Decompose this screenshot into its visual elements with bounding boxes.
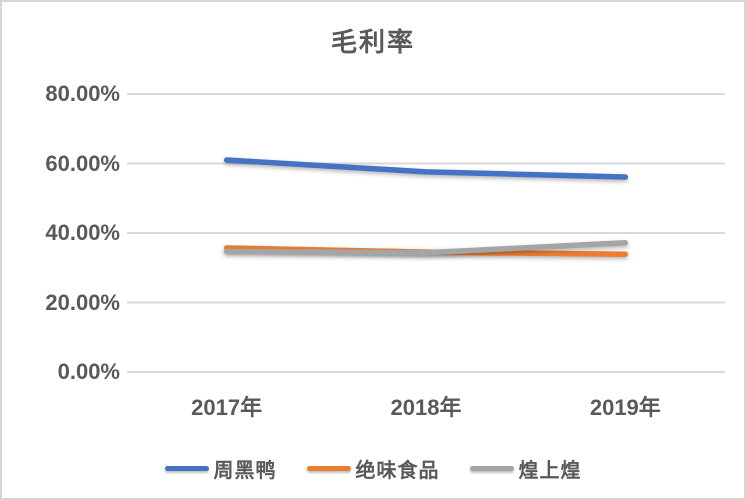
y-tick-label: 60.00% xyxy=(45,150,120,176)
y-tick-label: 0.00% xyxy=(57,359,120,384)
x-tick-label: 2019年 xyxy=(589,395,661,420)
legend: 周黑鸭 绝味食品 煌上煌 xyxy=(2,454,744,483)
legend-item-2[interactable]: 煌上煌 xyxy=(469,454,582,483)
legend-line-swatch xyxy=(164,466,209,471)
legend-item-0[interactable]: 周黑鸭 xyxy=(164,454,277,483)
y-tick-label: 80.00% xyxy=(45,81,120,106)
legend-line-swatch xyxy=(469,466,514,471)
legend-label: 绝味食品 xyxy=(355,460,440,482)
legend-line-swatch xyxy=(306,466,351,471)
chart-title: 毛利率 xyxy=(330,27,415,57)
x-tick-label: 2018年 xyxy=(390,395,462,420)
x-tick-label: 2017年 xyxy=(191,395,263,420)
legend-label: 周黑鸭 xyxy=(213,460,277,482)
y-tick-label: 20.00% xyxy=(45,289,120,315)
series-line-2[interactable] xyxy=(223,239,629,256)
legend-item-1[interactable]: 绝味食品 xyxy=(306,454,440,483)
legend-label: 煌上煌 xyxy=(518,460,582,482)
series-line-0[interactable] xyxy=(223,157,629,180)
y-tick-label: 40.00% xyxy=(45,220,120,245)
